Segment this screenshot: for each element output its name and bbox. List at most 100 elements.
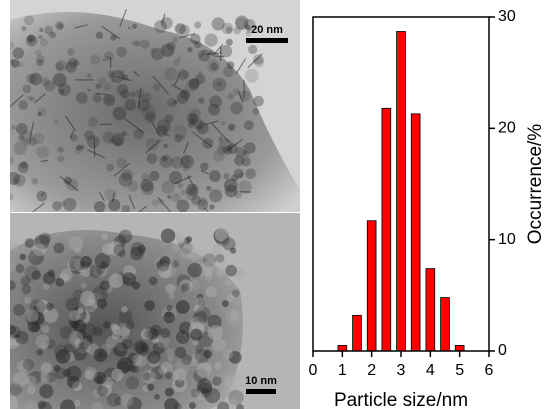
texture bbox=[214, 362, 221, 369]
texture bbox=[162, 156, 168, 162]
texture bbox=[176, 330, 190, 344]
texture bbox=[119, 70, 124, 75]
scale-label: 10 nm bbox=[245, 375, 277, 387]
texture bbox=[205, 286, 216, 297]
texture bbox=[57, 155, 64, 162]
texture bbox=[217, 267, 226, 276]
texture bbox=[58, 23, 64, 29]
texture bbox=[166, 348, 174, 356]
texture bbox=[190, 34, 201, 45]
texture bbox=[226, 279, 232, 285]
texture bbox=[120, 394, 133, 407]
texture bbox=[80, 291, 95, 306]
texture bbox=[164, 144, 168, 148]
texture bbox=[13, 141, 27, 155]
texture bbox=[208, 104, 220, 116]
texture bbox=[212, 78, 226, 92]
texture bbox=[230, 102, 243, 115]
texture bbox=[174, 134, 182, 142]
texture bbox=[10, 383, 22, 395]
texture bbox=[84, 370, 94, 380]
texture bbox=[126, 376, 139, 389]
texture bbox=[198, 97, 204, 103]
texture bbox=[156, 261, 163, 268]
texture bbox=[57, 146, 63, 152]
bar bbox=[397, 31, 406, 351]
texture bbox=[226, 39, 233, 46]
texture bbox=[223, 67, 234, 78]
y-axis-label: Occurrence/% bbox=[525, 124, 546, 244]
texture bbox=[211, 244, 222, 255]
texture bbox=[22, 84, 31, 93]
texture bbox=[112, 332, 120, 340]
texture bbox=[69, 255, 85, 271]
texture bbox=[177, 57, 181, 61]
texture bbox=[21, 284, 31, 294]
bar bbox=[411, 114, 420, 351]
texture bbox=[203, 362, 212, 371]
texture bbox=[169, 293, 175, 299]
texture bbox=[73, 347, 87, 361]
texture bbox=[87, 135, 100, 148]
texture bbox=[145, 138, 158, 151]
texture bbox=[31, 323, 40, 332]
texture bbox=[197, 250, 204, 257]
texture bbox=[122, 272, 136, 286]
texture bbox=[203, 350, 212, 359]
texture bbox=[198, 50, 210, 62]
texture bbox=[94, 348, 108, 362]
texture bbox=[225, 265, 237, 277]
texture bbox=[67, 376, 80, 389]
texture bbox=[180, 190, 186, 196]
texture bbox=[142, 93, 152, 103]
x-tick-label: 1 bbox=[338, 362, 347, 379]
texture bbox=[147, 153, 158, 164]
y-tick-label: 0 bbox=[498, 342, 507, 359]
texture bbox=[80, 145, 85, 150]
texture bbox=[44, 26, 53, 35]
texture bbox=[86, 335, 93, 342]
texture bbox=[213, 150, 225, 162]
texture bbox=[39, 28, 43, 32]
texture bbox=[113, 107, 127, 121]
texture bbox=[52, 201, 62, 211]
texture bbox=[93, 94, 102, 103]
texture bbox=[144, 300, 155, 311]
texture bbox=[151, 48, 164, 61]
texture bbox=[165, 371, 173, 379]
texture bbox=[39, 384, 53, 398]
texture bbox=[220, 45, 232, 57]
texture bbox=[5, 280, 15, 290]
texture bbox=[69, 310, 80, 321]
texture bbox=[190, 359, 198, 367]
texture bbox=[36, 349, 43, 356]
texture bbox=[103, 321, 110, 328]
texture bbox=[111, 369, 123, 381]
texture bbox=[118, 230, 132, 244]
texture bbox=[195, 306, 211, 322]
texture bbox=[30, 97, 35, 102]
texture bbox=[0, 118, 10, 119]
texture bbox=[191, 195, 201, 205]
texture bbox=[229, 125, 235, 131]
texture bbox=[27, 34, 35, 42]
texture bbox=[222, 237, 235, 250]
texture bbox=[111, 78, 115, 82]
texture bbox=[244, 120, 254, 130]
texture bbox=[26, 309, 39, 322]
texture bbox=[119, 173, 133, 187]
texture bbox=[33, 244, 45, 256]
texture bbox=[88, 117, 98, 127]
texture bbox=[60, 201, 65, 206]
texture bbox=[172, 37, 178, 43]
texture bbox=[69, 236, 84, 251]
texture bbox=[13, 47, 25, 59]
texture bbox=[74, 400, 81, 407]
texture bbox=[202, 260, 215, 273]
texture bbox=[100, 261, 107, 268]
x-tick-label: 3 bbox=[397, 362, 406, 379]
texture bbox=[131, 41, 136, 46]
y-tick-label: 10 bbox=[498, 231, 516, 248]
scale-label: 20 nm bbox=[251, 24, 283, 36]
texture bbox=[181, 283, 191, 293]
